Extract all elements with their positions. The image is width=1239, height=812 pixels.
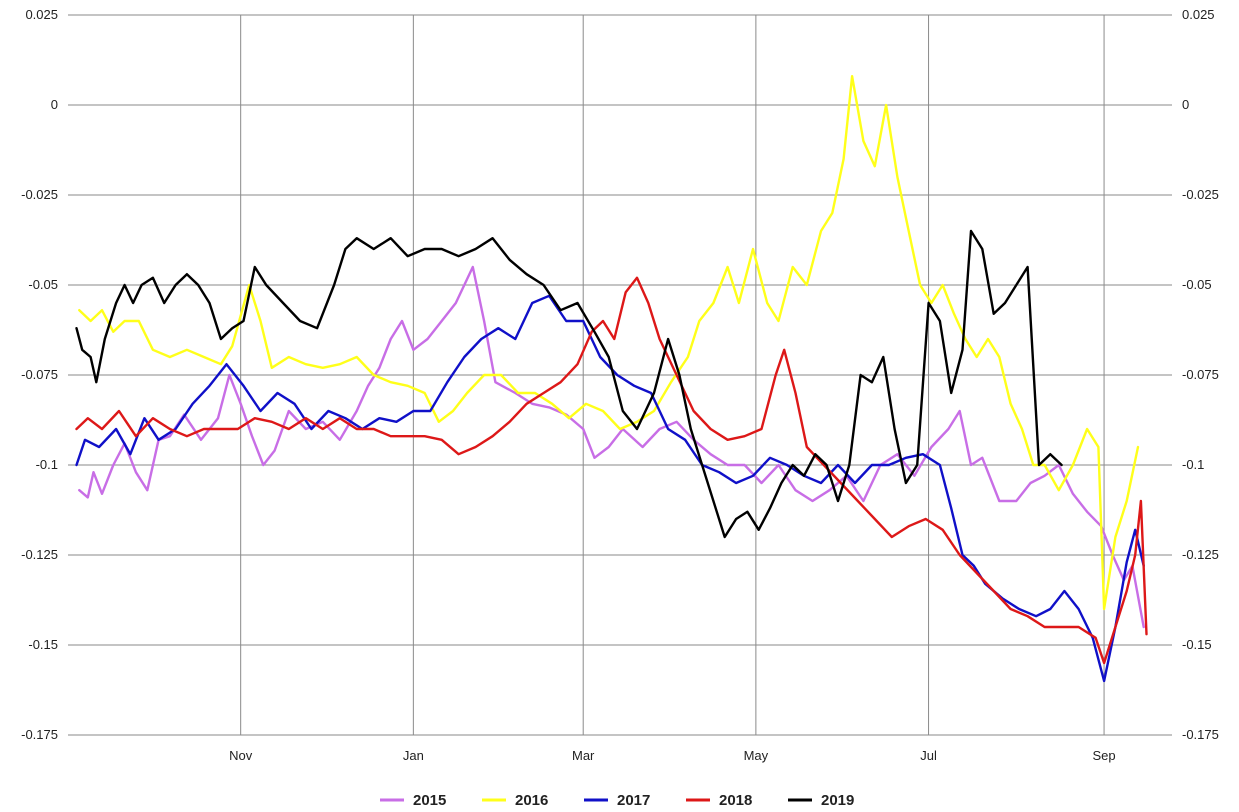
y-tick-label-right: -0.15 [1182,637,1212,652]
series-lines [75,74,1148,683]
axes: 0.025 0.025 0 0 -0.025 -0.025 -0.05 -0.05 -0.075… [21,7,1219,763]
legend-label-2015: 2015 [413,792,446,809]
y-tick-label-right: -0.075 [1182,367,1219,382]
y-tick-label-right: 0.025 [1182,7,1215,22]
y-tick-label-left: -0.15 [28,637,58,652]
y-tick-label-left: -0.175 [21,727,58,742]
legend-label-2016: 2016 [515,792,548,809]
y-tick-label-right: -0.125 [1182,547,1219,562]
x-tick-label: Jan [403,748,424,763]
series-line-2016 [78,74,1140,611]
y-tick-label-right: -0.1 [1182,457,1204,472]
y-tick-label-left: 0.025 [25,7,58,22]
legend: 2015 2016 2017 2018 2019 [380,792,854,809]
y-tick-label-left: -0.1 [36,457,58,472]
x-tick-label: Sep [1092,748,1115,763]
y-tick-label-right: -0.025 [1182,187,1219,202]
y-tick-label-left: 0 [51,97,58,112]
grid [68,14,1172,736]
y-tick-label-right: -0.05 [1182,277,1212,292]
x-tick-label: Jul [920,748,937,763]
legend-label-2019: 2019 [821,792,854,809]
y-tick-label-left: -0.05 [28,277,58,292]
x-tick-label: Mar [572,748,595,763]
x-tick-label: May [744,748,769,763]
legend-label-2018: 2018 [719,792,752,809]
y-tick-label-left: -0.025 [21,187,58,202]
series-line-2017 [75,294,1145,683]
legend-label-2017: 2017 [617,792,650,809]
series-line-2019 [75,229,1063,539]
y-tick-label-right: 0 [1182,97,1189,112]
x-tick-label: Nov [229,748,253,763]
y-tick-label-left: -0.125 [21,547,58,562]
series-line-2015 [78,265,1145,629]
y-tick-label-right: -0.175 [1182,727,1219,742]
y-tick-label-left: -0.075 [21,367,58,382]
series-line-2018 [75,276,1148,665]
